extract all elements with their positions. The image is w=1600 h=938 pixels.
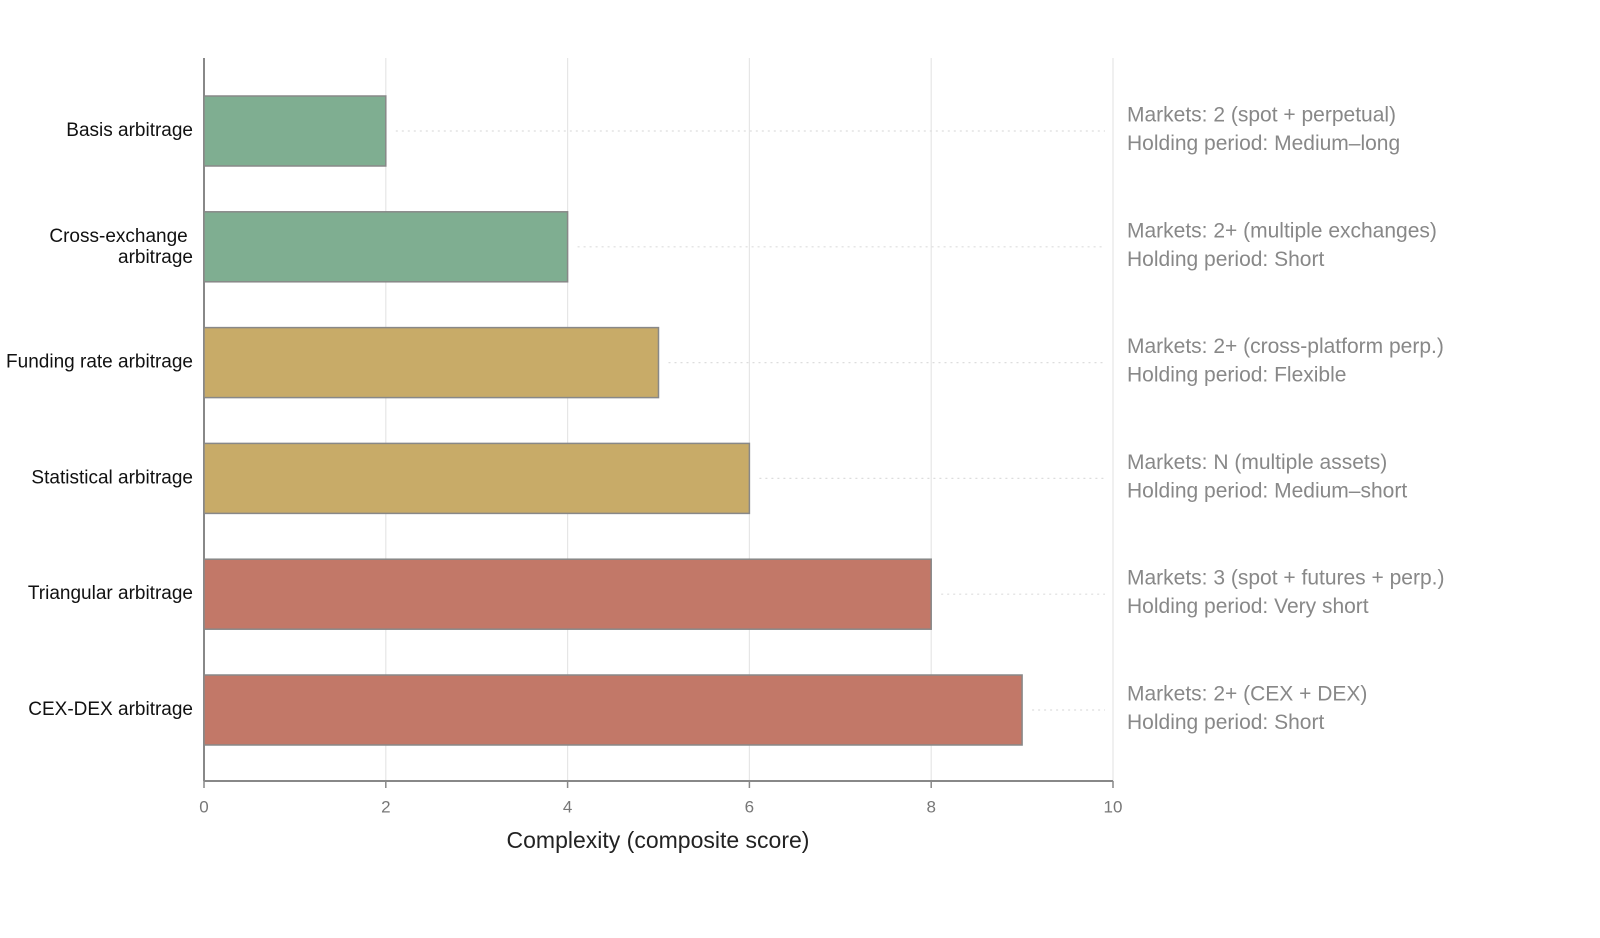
bar <box>203 95 387 167</box>
annotation: Holding period: Short <box>1127 711 1324 734</box>
y-tick-label: CEX-DEX arbitrage <box>28 699 193 720</box>
annotation: Markets: 2+ (cross-platform perp.) <box>1127 335 1444 358</box>
bar <box>203 211 569 283</box>
x-tick-label: 4 <box>563 797 572 816</box>
x-tick-label: 0 <box>199 797 208 816</box>
bar <box>203 558 932 630</box>
y-tick-label: Funding rate arbitrage <box>6 352 193 373</box>
x-tick-label: 2 <box>381 797 390 816</box>
annotation: Markets: 2 (spot + perpetual) <box>1127 104 1396 127</box>
annotation: Holding period: Flexible <box>1127 364 1346 387</box>
annotation: Holding period: Very short <box>1127 595 1369 618</box>
y-tick-label: Basis arbitrage <box>66 120 193 141</box>
bar <box>203 674 1023 746</box>
annotation: Markets: 3 (spot + futures + perp.) <box>1127 567 1444 590</box>
y-tick-label: Statistical arbitrage <box>31 467 193 488</box>
annotation: Markets: 2+ (multiple exchanges) <box>1127 219 1437 242</box>
annotation: Holding period: Short <box>1127 248 1324 271</box>
y-tick-label: Cross-exchange arbitrage <box>49 226 193 268</box>
x-tick-label: 6 <box>745 797 754 816</box>
annotation: Markets: N (multiple assets) <box>1127 451 1387 474</box>
annotation: Holding period: Medium–short <box>1127 479 1407 502</box>
annotation: Holding period: Medium–long <box>1127 132 1400 155</box>
label-line: Cross-exchange <box>49 226 193 247</box>
x-axis-label: Complexity (composite score) <box>507 827 810 853</box>
annotation: Markets: 2+ (CEX + DEX) <box>1127 683 1367 706</box>
x-tick-label: 8 <box>926 797 935 816</box>
y-tick-label: Triangular arbitrage <box>28 583 193 604</box>
label-line: arbitrage <box>118 247 193 268</box>
x-tick-label: 10 <box>1104 797 1123 816</box>
bar <box>203 442 751 515</box>
bar <box>203 326 660 399</box>
